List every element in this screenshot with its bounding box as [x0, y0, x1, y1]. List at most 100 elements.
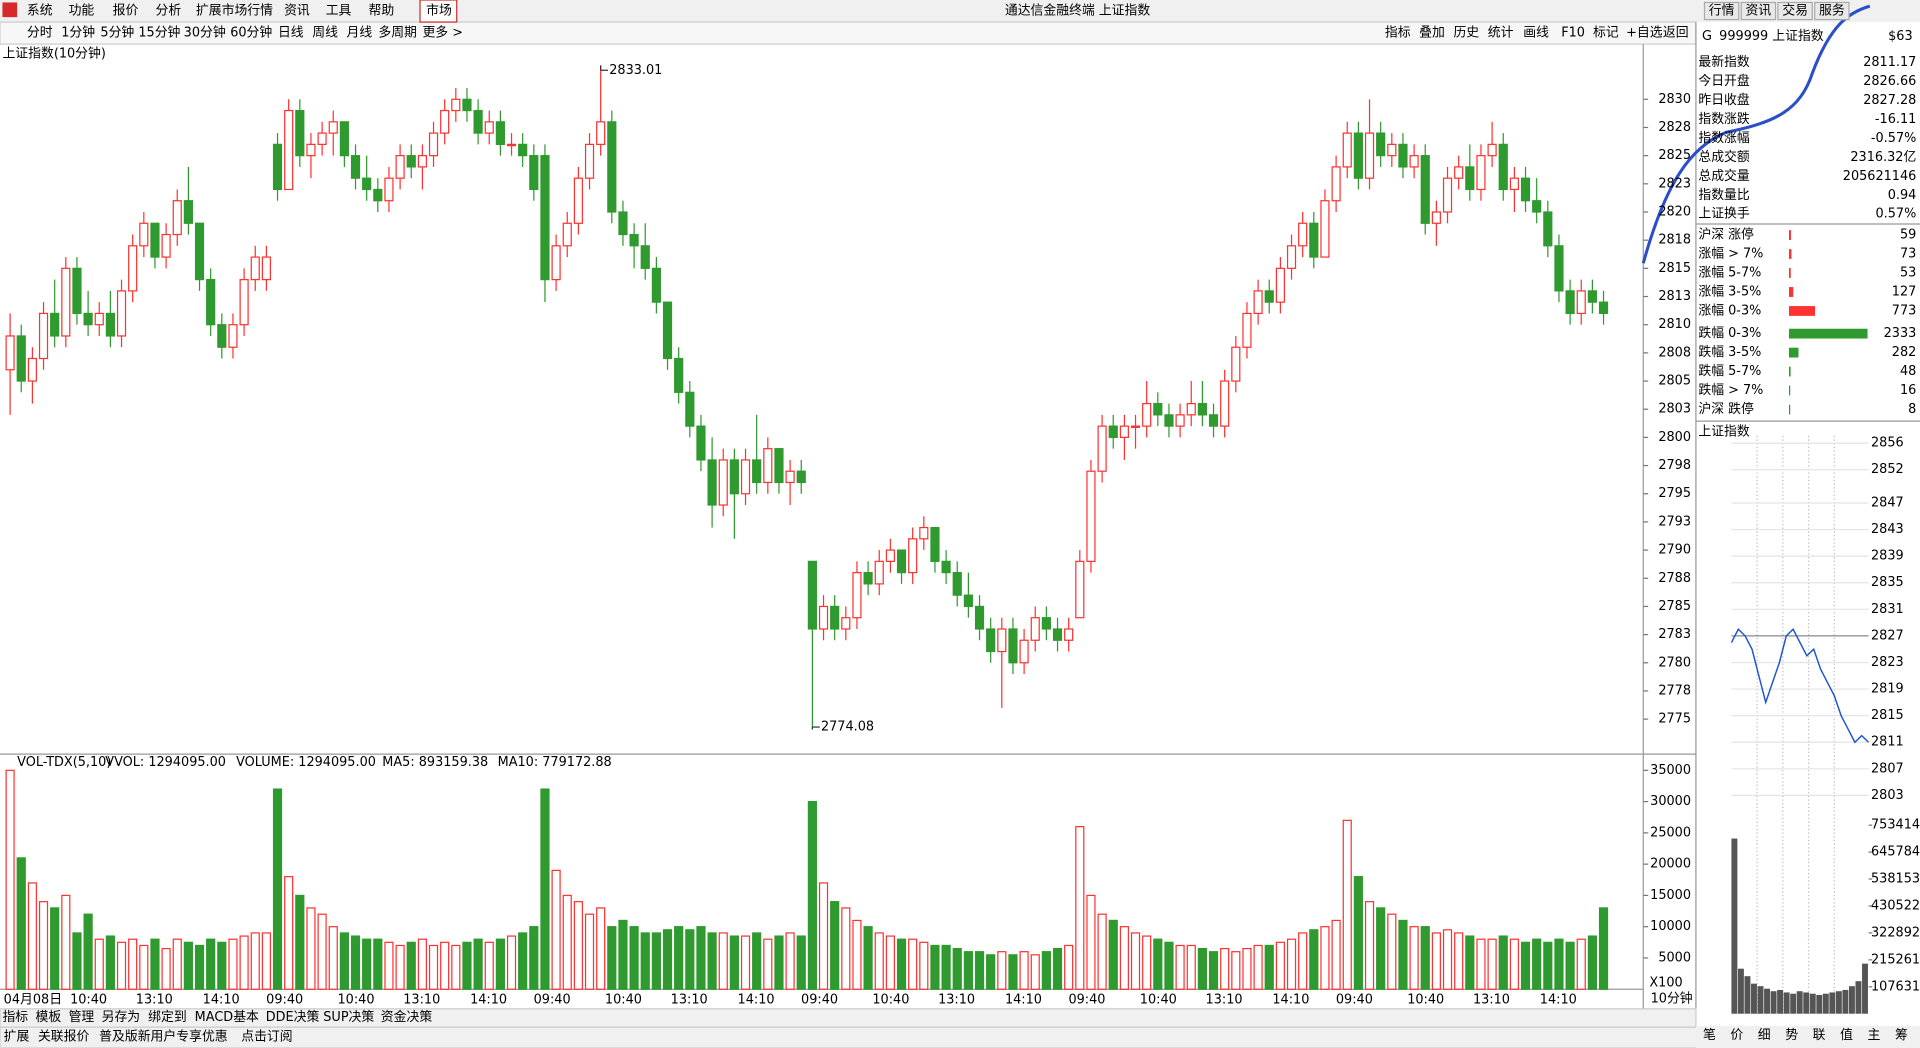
quote-value: -0.57%: [1871, 131, 1916, 146]
side-tab[interactable]: 势: [1785, 1027, 1798, 1043]
period-tab[interactable]: 月线: [347, 26, 373, 41]
menu-item[interactable]: 帮助: [369, 4, 395, 19]
volume-bar: [1142, 935, 1152, 990]
breadth-count: 2333: [1884, 326, 1917, 341]
menu-item[interactable]: 功能: [69, 4, 95, 19]
bottom-tab[interactable]: 模板: [36, 1010, 62, 1025]
status-item[interactable]: 关联报价: [38, 1029, 90, 1044]
bottom-tab[interactable]: 绑定到: [148, 1010, 187, 1025]
volume-bar: [83, 913, 93, 990]
volume-bar: [1164, 941, 1174, 990]
candle-body: [1220, 380, 1230, 427]
candle-body: [1153, 402, 1163, 416]
tool-button[interactable]: 历史: [1453, 26, 1479, 41]
x-tick-label: 13:10: [938, 993, 975, 1008]
period-tab[interactable]: 日线: [278, 26, 304, 41]
tool-button[interactable]: 指标: [1385, 26, 1411, 41]
bottom-tab[interactable]: 管理: [69, 1010, 95, 1025]
x-tick-label: 14:10: [470, 993, 507, 1008]
volume-bar: [105, 935, 115, 990]
volume-bar: [128, 938, 138, 990]
window-title: 通达信金融终端 上证指数: [1005, 3, 1151, 19]
candle-body: [997, 628, 1007, 653]
tool-button[interactable]: 统计: [1488, 26, 1514, 41]
period-tab[interactable]: 周线: [312, 26, 338, 41]
top-button[interactable]: [1814, 1, 1850, 21]
quote-flag: G: [1702, 29, 1712, 44]
menu-item[interactable]: 系统: [27, 4, 53, 19]
period-tab[interactable]: 30分钟: [184, 25, 226, 41]
candle-body: [5, 335, 15, 371]
y-tick-label: 2825: [1658, 148, 1691, 163]
tool-button[interactable]: 返回: [1663, 26, 1689, 41]
bottom-tab[interactable]: 指标: [2, 1010, 28, 1025]
x-tick-label: 14:10: [1272, 993, 1309, 1008]
candle-body: [150, 222, 160, 258]
breadth-count: 53: [1900, 266, 1916, 281]
tool-button[interactable]: 标记: [1593, 26, 1619, 41]
menu-item[interactable]: 工具: [326, 4, 352, 19]
bottom-tab[interactable]: SUP决策: [323, 1009, 374, 1025]
status-item[interactable]: 点击订阅: [241, 1029, 292, 1044]
tool-button[interactable]: +自选: [1626, 26, 1663, 41]
candle-body: [1253, 290, 1263, 315]
volume-bar: [908, 938, 918, 990]
candle-body: [1376, 132, 1386, 157]
volume-bar: [1498, 935, 1508, 990]
top-button-label[interactable]: 资讯: [1746, 4, 1772, 19]
side-tab[interactable]: 值: [1840, 1027, 1853, 1043]
menu-item[interactable]: 分析: [156, 4, 182, 19]
menu-item[interactable]: 报价: [113, 4, 139, 19]
tool-button[interactable]: 画线: [1523, 26, 1549, 41]
candle-body: [674, 357, 684, 393]
x-tick-label: 09:40: [801, 993, 838, 1008]
top-button[interactable]: [1777, 1, 1813, 21]
y-tick-label: 15000: [1650, 888, 1691, 903]
period-tab[interactable]: 5分钟: [100, 25, 134, 41]
bottom-tab[interactable]: DDE决策: [266, 1009, 320, 1025]
y-tick-label: 2813: [1658, 289, 1691, 304]
side-tab[interactable]: 联: [1813, 1028, 1826, 1043]
period-tab[interactable]: 1分钟: [61, 25, 95, 41]
market-tab[interactable]: 市场: [426, 3, 452, 19]
quote-value: 2811.17: [1863, 55, 1916, 70]
period-tab[interactable]: 分时: [27, 26, 53, 41]
more-tab[interactable]: 更多 >: [422, 26, 463, 41]
status-item[interactable]: 普及版新用户专享优惠: [99, 1028, 228, 1044]
volume-bar: [963, 951, 973, 990]
side-tab[interactable]: 主: [1868, 1028, 1881, 1043]
top-button-label[interactable]: 行情: [1709, 4, 1735, 19]
status-item[interactable]: 扩展: [4, 1029, 30, 1044]
bottom-tab[interactable]: 另存为: [102, 1010, 141, 1025]
bottom-tab[interactable]: 资金决策: [381, 1009, 433, 1025]
period-tab[interactable]: 多周期: [378, 26, 417, 41]
top-button[interactable]: [1703, 1, 1740, 21]
y-tick-label: 2793: [1658, 514, 1691, 529]
period-tab[interactable]: 15分钟: [138, 25, 180, 41]
side-tab[interactable]: 细: [1758, 1028, 1771, 1043]
volume-bar: [1041, 951, 1051, 990]
top-button-label[interactable]: 服务: [1819, 3, 1845, 19]
x-tick-label: 14:10: [738, 993, 775, 1008]
bottom-tab[interactable]: MACD基本: [195, 1010, 259, 1025]
candle-body: [1086, 470, 1096, 562]
breadth-count: 48: [1900, 364, 1916, 379]
candle-body: [217, 324, 227, 348]
volume-bar: [1331, 919, 1341, 990]
side-tab[interactable]: 笔: [1703, 1027, 1716, 1043]
tool-button[interactable]: 叠加: [1419, 26, 1445, 41]
volume-bar: [1565, 941, 1575, 990]
period-tab[interactable]: 60分钟: [230, 25, 272, 41]
candle-body: [94, 312, 104, 326]
x-tick-label: 13:10: [1473, 993, 1510, 1008]
side-tab[interactable]: 筹: [1895, 1027, 1908, 1043]
top-button[interactable]: [1740, 1, 1777, 21]
side-tab[interactable]: 价: [1730, 1028, 1743, 1043]
volume-bar: [16, 857, 26, 990]
top-button-label[interactable]: 交易: [1782, 3, 1808, 19]
volume-bar: [896, 938, 907, 990]
menu-item[interactable]: 扩展市场行情: [196, 3, 273, 19]
tool-button[interactable]: F10: [1561, 26, 1585, 41]
y-tick-label: 2827: [1871, 628, 1904, 643]
menu-item[interactable]: 资讯: [284, 4, 310, 19]
